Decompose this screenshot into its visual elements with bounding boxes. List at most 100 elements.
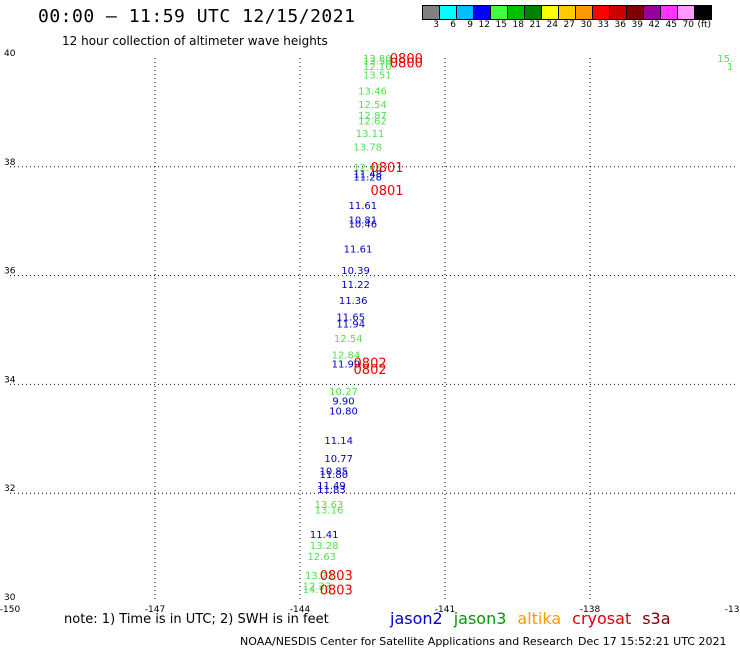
scale-label: 70 [682,20,694,30]
wave-height-point: 11.83 [317,485,346,496]
x-tick-label: -141 [435,605,455,615]
scale-label: 42 [648,20,660,30]
wave-height-point: 13.63 [315,500,344,511]
wave-height-point: 12.84 [332,350,361,361]
scale-swatch [660,5,678,20]
wave-height-point: 15. [717,54,733,65]
wave-height-point: 11.49 [317,481,346,492]
wave-height-point: 11.22 [341,280,370,291]
satellite-legend-item: jason3 [453,609,507,628]
scale-label: 3 [433,20,439,30]
wave-height-point: 12.87 [358,111,387,122]
x-tick-label: -147 [145,605,165,615]
color-scale-legend: 3 6 9 12 15 18 21 24 27 30 33 36 39 42 45 70 (ft) [422,5,712,30]
scale-swatch [439,5,457,20]
scale-swatch [626,5,644,20]
scale-label: (ft) [697,20,711,30]
wave-height-point: 11.80 [320,470,349,481]
wave-height-point: 11.41 [310,530,339,541]
footer-credit: NOAA/NESDIS Center for Satellite Applica… [240,635,574,648]
wave-height-point: 10.39 [341,266,370,277]
wave-height-point: 12.54 [358,100,387,111]
scale-swatch [643,5,661,20]
wave-height-point: 13.16 [315,506,344,517]
scale-swatch [473,5,491,20]
scale-swatch [677,5,695,20]
scale-swatch [507,5,525,20]
wave-height-point: 10.46 [349,219,378,230]
time-label: 0801 [370,184,403,199]
scale-swatch [524,5,542,20]
footer-timestamp: Dec 17 15:52:21 UTC 2021 [578,635,727,648]
wave-height-point: 10.85 [320,466,349,477]
scale-swatch [575,5,593,20]
y-tick-label: 36 [4,267,16,277]
footer-note: note: 1) Time is in UTC; 2) SWH is in fe… [64,612,329,627]
scale-label: 45 [665,20,677,30]
scale-label: 39 [631,20,643,30]
wave-height-point: 11.36 [339,296,368,307]
satellite-legend-item: cryosat [572,609,632,628]
scale-labels: 3 6 9 12 15 18 21 24 27 30 33 36 39 42 45 70 (ft) [422,20,711,30]
wave-height-point: 11.14 [324,436,353,447]
time-label: 0800 [390,52,423,67]
wave-height-point: 11.61 [349,201,378,212]
y-tick-label: 38 [4,158,16,168]
y-tick-label: 34 [4,375,16,385]
x-tick-label: -150 [0,605,20,615]
scale-label: 21 [529,20,541,30]
wave-height-point: 12.62 [358,117,387,128]
scale-label: 33 [597,20,609,30]
scale-swatch [422,5,440,20]
scale-swatch [609,5,627,20]
satellite-legend-item: altika [517,609,562,628]
scale-swatch [541,5,559,20]
time-label: 0801 [370,161,403,176]
scale-swatch [592,5,610,20]
wave-height-point: 12.23 [303,582,332,593]
scale-label: 27 [563,20,575,30]
wave-height-point: 12.10 [363,62,392,73]
wave-height-point: 13.11 [356,129,385,140]
time-label: 0802 [354,357,387,372]
scale-swatch [490,5,508,20]
wave-height-point: 13.28 [310,541,339,552]
scale-label: 15 [495,20,507,30]
time-label: 0803 [320,583,353,598]
wave-height-point: 12.63 [307,552,336,563]
y-tick-label: 30 [4,593,16,603]
wave-height-point: 12.46 [353,163,382,174]
time-label: 0800 [390,56,423,71]
satellite-legend-item: s3a [642,609,671,628]
x-tick-label: -138 [580,605,601,615]
wave-height-point: 13.58 [363,57,392,68]
satellite-legend: jason2 jason3 altika cryosat s3a [390,609,682,628]
scale-label: 30 [580,20,592,30]
wave-height-point: 14.70 [303,585,332,596]
wave-height-point: 10.80 [329,407,358,418]
scale-swatches [422,5,712,20]
wave-height-point: 13.46 [358,87,387,98]
chart-subtitle: 12 hour collection of altimeter wave hei… [62,34,328,48]
satellite-legend-item: jason2 [390,609,443,628]
wave-height-point: 11.99 [332,360,361,371]
scale-label: 6 [450,20,456,30]
wave-height-point: 11.94 [336,319,365,330]
scale-label: 18 [512,20,524,30]
scale-swatch [558,5,576,20]
x-tick-label: -144 [290,605,311,615]
wave-height-point: 11.48 [353,169,382,180]
time-label: 0802 [354,363,387,378]
wave-height-point: 12.54 [334,334,363,345]
y-tick-label: 40 [4,49,16,59]
scale-swatch [456,5,474,20]
scale-label: 9 [467,20,473,30]
wave-height-point: 10.81 [349,216,378,227]
scale-label: 24 [546,20,558,30]
x-tick-label: -135 [725,605,740,615]
chart-title: 00:00 – 11:59 UTC 12/15/2021 [38,6,356,27]
scale-swatch [694,5,712,20]
wave-height-point: 13.51 [363,70,392,81]
wave-height-point: 11.28 [353,173,382,184]
